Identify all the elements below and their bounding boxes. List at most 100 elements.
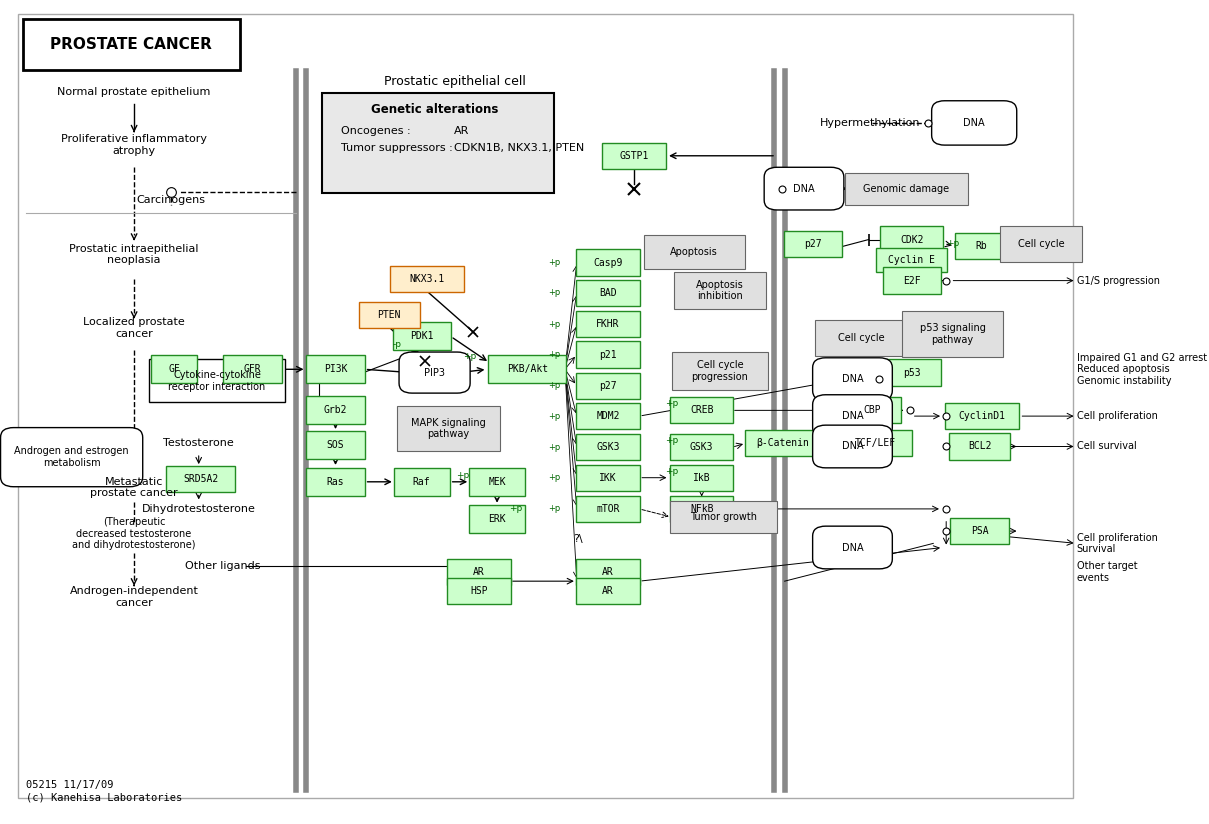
- FancyBboxPatch shape: [670, 397, 734, 424]
- Text: Rb: Rb: [976, 241, 988, 251]
- FancyBboxPatch shape: [577, 559, 640, 585]
- FancyBboxPatch shape: [602, 143, 666, 169]
- Text: G1/S progression: G1/S progression: [1076, 275, 1159, 286]
- FancyBboxPatch shape: [577, 465, 640, 491]
- Text: MAPK signaling
pathway: MAPK signaling pathway: [411, 418, 486, 439]
- FancyBboxPatch shape: [812, 425, 892, 468]
- FancyBboxPatch shape: [883, 268, 941, 293]
- Text: Cell cycle
progression: Cell cycle progression: [692, 360, 748, 382]
- Text: ?\: ?\: [573, 534, 583, 545]
- Text: +p: +p: [509, 504, 522, 513]
- Text: Normal prostate epithelium: Normal prostate epithelium: [57, 87, 210, 96]
- FancyBboxPatch shape: [902, 311, 1003, 357]
- Text: Cell proliferation: Cell proliferation: [1076, 411, 1157, 421]
- Text: PI3K: PI3K: [324, 364, 347, 374]
- FancyBboxPatch shape: [949, 433, 1010, 460]
- Text: +p: +p: [548, 382, 560, 391]
- FancyBboxPatch shape: [577, 403, 640, 429]
- Text: IKK: IKK: [600, 473, 617, 483]
- FancyBboxPatch shape: [394, 468, 450, 496]
- Text: Cell cycle: Cell cycle: [1018, 239, 1064, 249]
- Text: GSK3: GSK3: [596, 442, 620, 452]
- Text: Localized prostate
cancer: Localized prostate cancer: [83, 317, 185, 339]
- Text: Apoptosis
inhibition: Apoptosis inhibition: [696, 279, 744, 302]
- Text: SOS: SOS: [326, 440, 345, 450]
- Text: CyclinD1: CyclinD1: [959, 411, 1005, 421]
- FancyBboxPatch shape: [843, 397, 901, 424]
- FancyBboxPatch shape: [306, 396, 365, 424]
- Text: GSK3: GSK3: [690, 442, 713, 452]
- Text: SRD5A2: SRD5A2: [184, 475, 219, 485]
- FancyBboxPatch shape: [577, 341, 640, 368]
- Text: +p: +p: [548, 473, 560, 482]
- Text: +p: +p: [945, 239, 959, 248]
- Text: MDM2: MDM2: [596, 411, 620, 421]
- Text: (Therapeutic
decreased testosterone
and dihydrotestosterone): (Therapeutic decreased testosterone and …: [73, 517, 196, 550]
- Text: Proliferative inflammatory
atrophy: Proliferative inflammatory atrophy: [62, 134, 207, 156]
- FancyBboxPatch shape: [167, 466, 236, 493]
- Text: Androgen-independent
cancer: Androgen-independent cancer: [70, 586, 198, 607]
- Text: MEK: MEK: [488, 477, 505, 487]
- FancyBboxPatch shape: [670, 465, 734, 491]
- Text: E2F: E2F: [903, 275, 920, 286]
- Text: PIP3: PIP3: [424, 368, 445, 377]
- FancyBboxPatch shape: [670, 501, 776, 533]
- FancyBboxPatch shape: [944, 403, 1019, 429]
- Text: Cytokine-cytokine
receptor interaction: Cytokine-cytokine receptor interaction: [168, 370, 266, 391]
- FancyBboxPatch shape: [815, 320, 908, 356]
- Text: +p: +p: [548, 258, 560, 267]
- Text: -p: -p: [393, 340, 401, 349]
- FancyBboxPatch shape: [577, 496, 640, 522]
- FancyBboxPatch shape: [812, 395, 892, 438]
- FancyBboxPatch shape: [783, 231, 841, 257]
- FancyBboxPatch shape: [469, 468, 525, 496]
- Text: Grb2: Grb2: [324, 405, 347, 415]
- Text: Casp9: Casp9: [594, 258, 623, 268]
- Text: Oncogenes :: Oncogenes :: [341, 126, 411, 136]
- FancyBboxPatch shape: [224, 355, 282, 383]
- Text: PKB/Akt: PKB/Akt: [507, 364, 548, 374]
- Text: Other ligands: Other ligands: [185, 561, 260, 571]
- Text: PTEN: PTEN: [377, 310, 401, 320]
- Text: +p: +p: [548, 288, 560, 297]
- Text: β-Catenin: β-Catenin: [756, 438, 809, 448]
- Text: mTOR: mTOR: [596, 504, 620, 514]
- Text: TCF/LEF: TCF/LEF: [855, 438, 896, 448]
- FancyBboxPatch shape: [577, 250, 640, 276]
- Text: AR: AR: [455, 126, 469, 136]
- Text: Other target
events: Other target events: [1076, 561, 1138, 583]
- FancyBboxPatch shape: [577, 311, 640, 337]
- Text: Testosterone: Testosterone: [163, 438, 235, 448]
- FancyBboxPatch shape: [838, 430, 913, 456]
- Text: Prostatic epithelial cell: Prostatic epithelial cell: [384, 75, 526, 88]
- FancyBboxPatch shape: [393, 322, 451, 350]
- Text: Dihydrotestosterone: Dihydrotestosterone: [141, 504, 255, 514]
- Text: Tumor growth: Tumor growth: [690, 513, 757, 522]
- FancyBboxPatch shape: [399, 352, 470, 393]
- FancyBboxPatch shape: [812, 358, 892, 400]
- FancyBboxPatch shape: [745, 430, 820, 456]
- Text: Apoptosis: Apoptosis: [670, 247, 718, 257]
- Text: GF: GF: [168, 364, 180, 374]
- Text: p53 signaling
pathway: p53 signaling pathway: [920, 323, 985, 344]
- Text: Cell proliferation
Survival: Cell proliferation Survival: [1076, 532, 1157, 555]
- Text: DNA: DNA: [841, 411, 863, 421]
- FancyBboxPatch shape: [306, 355, 365, 383]
- Text: +p: +p: [548, 504, 560, 513]
- FancyBboxPatch shape: [670, 434, 734, 461]
- Text: 05215 11/17/09
(c) Kanehisa Laboratories: 05215 11/17/09 (c) Kanehisa Laboratories: [27, 780, 183, 802]
- FancyBboxPatch shape: [880, 227, 943, 253]
- Text: +p: +p: [548, 320, 560, 329]
- FancyBboxPatch shape: [812, 527, 892, 569]
- FancyBboxPatch shape: [577, 434, 640, 461]
- FancyBboxPatch shape: [883, 359, 941, 386]
- Text: p53: p53: [903, 368, 920, 377]
- Text: p21: p21: [600, 349, 617, 359]
- Text: Cyclin E: Cyclin E: [889, 255, 936, 265]
- FancyBboxPatch shape: [673, 272, 767, 309]
- Text: Tumor suppressors :: Tumor suppressors :: [341, 143, 452, 152]
- FancyBboxPatch shape: [359, 302, 420, 328]
- FancyBboxPatch shape: [950, 518, 1008, 544]
- FancyBboxPatch shape: [151, 355, 197, 383]
- Text: CDKN1B, NKX3.1, PTEN: CDKN1B, NKX3.1, PTEN: [455, 143, 584, 152]
